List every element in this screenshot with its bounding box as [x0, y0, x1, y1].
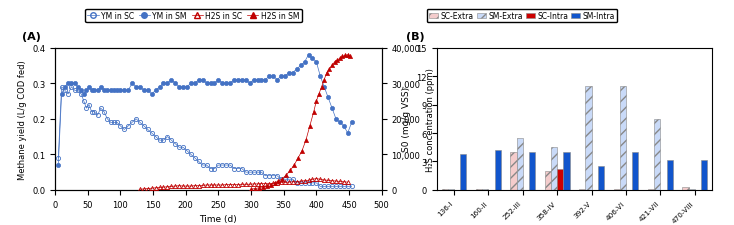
Bar [564, 152, 570, 190]
Bar [545, 171, 551, 190]
Bar [460, 154, 466, 190]
Text: (A): (A) [22, 31, 41, 41]
Bar [551, 148, 557, 190]
X-axis label: Time (d): Time (d) [200, 214, 237, 223]
Bar [632, 152, 639, 190]
Bar [597, 166, 604, 190]
Bar [510, 152, 517, 190]
Bar [495, 151, 501, 190]
Bar [557, 169, 564, 190]
Bar [666, 160, 673, 190]
Y-axis label: Methane yield (L/g COD fed): Methane yield (L/g COD fed) [18, 60, 26, 179]
Bar [619, 86, 626, 190]
Bar [586, 86, 592, 190]
Bar [529, 152, 535, 190]
Y-axis label: H₂S concentration (ppm): H₂S concentration (ppm) [426, 68, 435, 171]
Bar [701, 160, 707, 190]
Legend: YM in SC, YM in SM, H2S in SC, H2S in SM: YM in SC, YM in SM, H2S in SC, H2S in SM [85, 10, 302, 23]
Bar [517, 138, 523, 190]
Bar [654, 119, 661, 190]
Bar [683, 187, 688, 190]
Legend: SC-Extra, SM-Extra, SC-Intra, SM-Intra: SC-Extra, SM-Extra, SC-Intra, SM-Intra [426, 10, 617, 23]
Y-axis label: S0 (mg/g VSS): S0 (mg/g VSS) [402, 87, 411, 152]
Text: (B): (B) [407, 31, 425, 41]
